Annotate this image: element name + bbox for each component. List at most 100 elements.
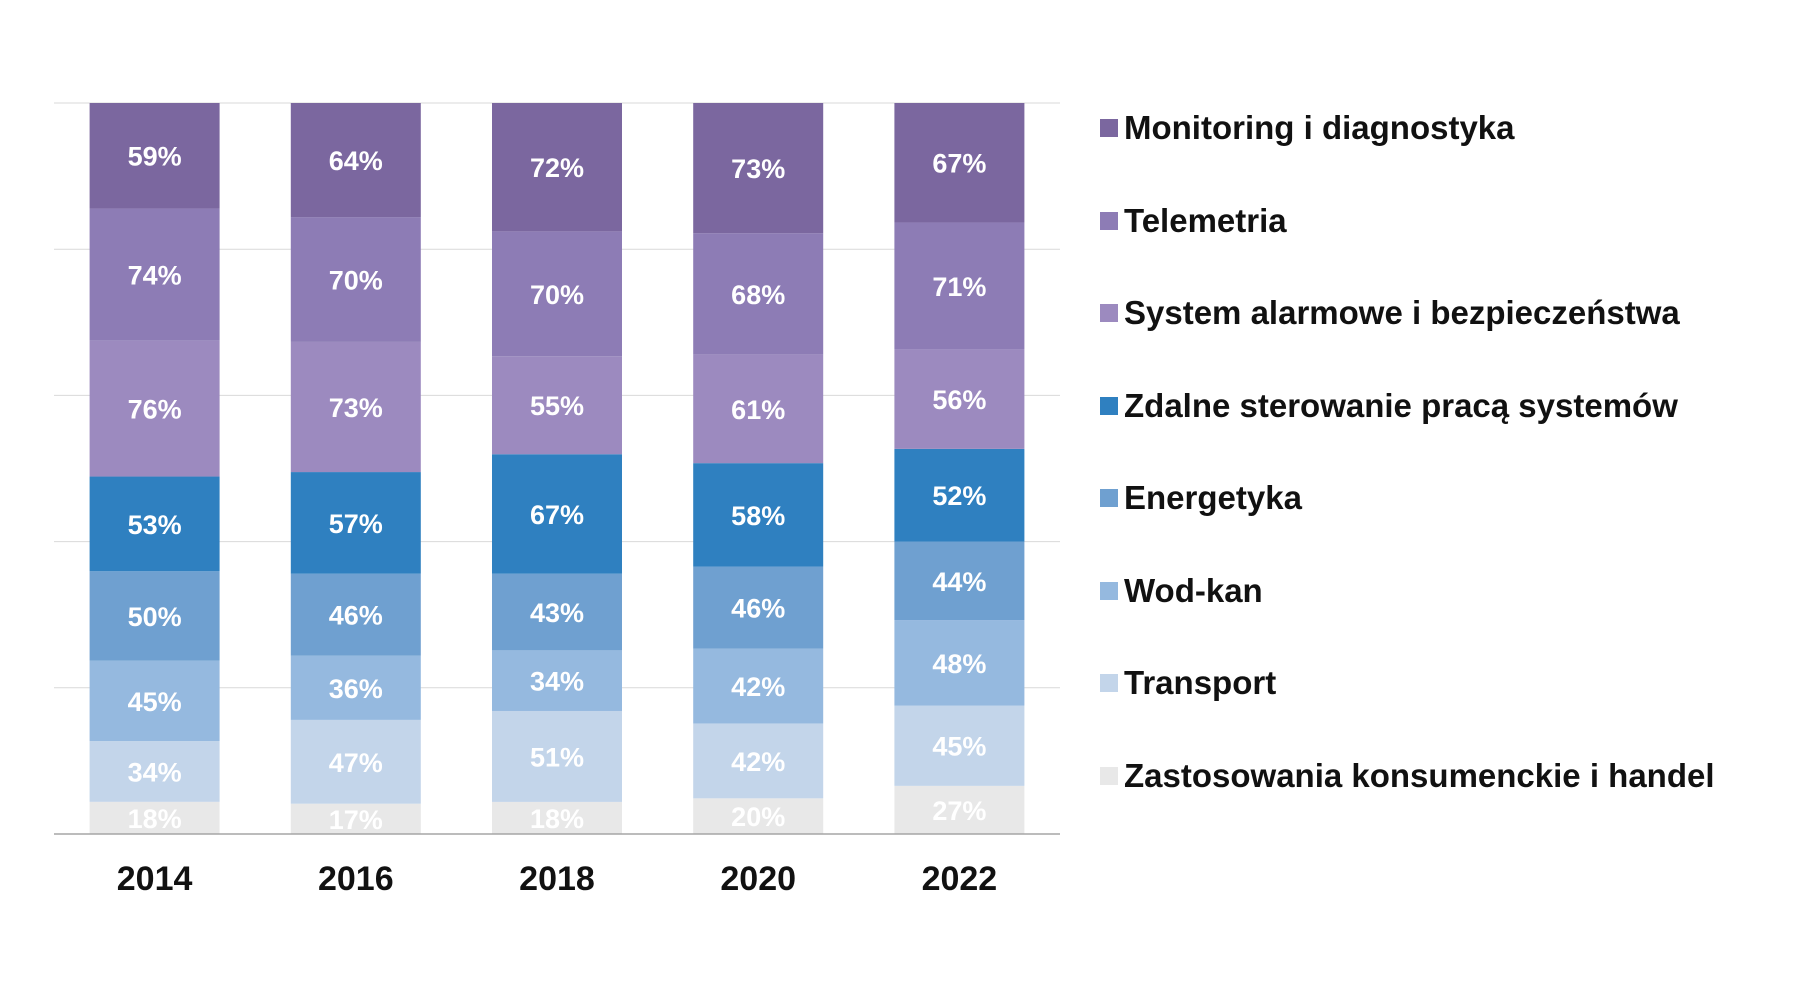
legend-label: Energetyka — [1124, 479, 1302, 516]
data-label: 53% — [128, 510, 182, 540]
data-label: 70% — [329, 266, 383, 296]
data-label: 50% — [128, 602, 182, 632]
data-label: 42% — [731, 672, 785, 702]
bar-segment — [693, 103, 824, 234]
bar-segment — [492, 454, 622, 574]
bar-segment — [290, 803, 421, 834]
data-label: 67% — [530, 500, 584, 530]
data-label: 34% — [530, 667, 584, 697]
legend-item: Transport — [1100, 663, 1276, 703]
legend-swatch — [1100, 304, 1118, 322]
data-label: 46% — [731, 594, 785, 624]
bar-segment — [492, 231, 622, 357]
legend-swatch — [1100, 211, 1118, 230]
x-tick-label: 2018 — [519, 860, 595, 898]
bar-segment — [693, 723, 824, 799]
legend-label: Transport — [1124, 664, 1277, 701]
bar-segment — [290, 573, 421, 656]
bar-segment — [894, 448, 1025, 542]
data-label: 44% — [932, 567, 986, 597]
bar-segment — [290, 655, 421, 720]
data-label: 74% — [128, 261, 182, 291]
legend-item: Wod-kan — [1100, 571, 1263, 611]
x-tick-label: 2020 — [720, 860, 796, 898]
data-label: 76% — [128, 395, 182, 425]
legend-swatch — [1100, 581, 1118, 600]
bar-segment — [693, 463, 824, 567]
data-label: 71% — [932, 272, 986, 302]
data-label: 58% — [731, 501, 785, 531]
data-label: 47% — [329, 748, 383, 778]
data-label: 42% — [731, 747, 785, 777]
data-label: 27% — [932, 796, 986, 826]
legend-item: Zastosowania konsumenckie i handel — [1100, 756, 1715, 796]
legend-swatch — [1100, 396, 1118, 415]
data-label: 52% — [932, 481, 986, 511]
legend-label: System alarmowe i bezpieczeństwa — [1124, 294, 1680, 331]
bar-segment — [492, 650, 622, 711]
data-label: 18% — [530, 804, 584, 834]
legend-swatch — [1100, 766, 1118, 785]
bar-segment — [693, 354, 824, 464]
data-label: 45% — [128, 687, 182, 717]
data-label: 36% — [329, 674, 383, 704]
bar-segment — [693, 566, 824, 649]
data-label: 70% — [530, 280, 584, 310]
bar-segment — [894, 785, 1025, 834]
bar-segment — [693, 233, 824, 355]
bar-segment — [290, 341, 421, 473]
legend-swatch — [1100, 119, 1118, 137]
bar-segment — [894, 103, 1025, 223]
data-label: 17% — [329, 805, 383, 835]
data-label: 68% — [731, 280, 785, 310]
x-tick-label: 2022 — [922, 860, 998, 898]
bar-segment — [894, 620, 1025, 706]
bar-segment — [492, 801, 622, 834]
legend-item: Energetyka — [1100, 478, 1302, 518]
bar-segment — [290, 719, 421, 804]
legend-swatch — [1100, 674, 1118, 692]
bar-segment — [89, 340, 220, 477]
data-label: 45% — [932, 732, 986, 762]
bar-segment — [89, 801, 220, 834]
legend-item: System alarmowe i bezpieczeństwa — [1100, 293, 1680, 333]
legend-item: Telemetria — [1100, 201, 1287, 241]
bar-segment — [894, 222, 1025, 350]
bar-segment — [894, 705, 1025, 786]
bar-segment — [89, 208, 220, 341]
bar-segment — [693, 798, 824, 834]
data-label: 48% — [932, 649, 986, 679]
legend-label: Monitoring i diagnostyka — [1124, 109, 1515, 146]
data-label: 56% — [932, 385, 986, 415]
legend-label: Zastosowania konsumenckie i handel — [1124, 756, 1715, 794]
data-label: 55% — [530, 391, 584, 421]
data-label: 46% — [329, 601, 383, 631]
bar-segment — [894, 541, 1025, 621]
legend-label: Telemetria — [1124, 201, 1287, 239]
bar-segment — [89, 103, 220, 209]
bar-segment — [89, 660, 220, 742]
bar-segment — [89, 571, 220, 661]
data-label: 43% — [530, 598, 584, 628]
data-label: 20% — [731, 802, 785, 832]
legend-swatch — [1100, 489, 1118, 507]
data-label: 72% — [530, 153, 584, 183]
bar-segment — [492, 710, 622, 802]
bar-segment — [290, 217, 421, 342]
bar-segment — [894, 349, 1025, 449]
bar-segment — [492, 356, 622, 455]
data-label: 57% — [329, 509, 383, 539]
data-label: 73% — [329, 393, 383, 423]
x-tick-label: 2014 — [117, 860, 193, 898]
data-label: 18% — [128, 804, 182, 834]
bar-segment — [492, 573, 622, 651]
data-label: 61% — [731, 395, 785, 425]
legend-item: Zdalne sterowanie pracą systemów — [1100, 386, 1678, 426]
bar-segment — [492, 103, 622, 232]
bar-segment — [89, 741, 220, 802]
data-label: 73% — [731, 154, 785, 184]
bar-segment — [89, 476, 220, 572]
data-label: 64% — [329, 146, 383, 176]
